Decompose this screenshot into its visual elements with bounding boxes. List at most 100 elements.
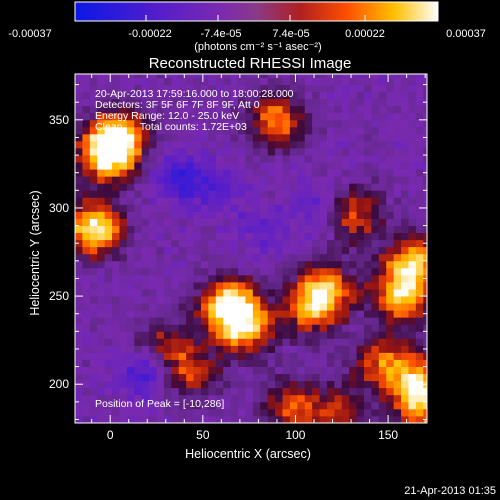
heatmap-cell: [215, 74, 224, 78]
heatmap-cell: [200, 289, 209, 297]
heatmap-cell: [267, 232, 276, 241]
heatmap-cell: [126, 112, 135, 121]
heatmap-cell: [341, 77, 350, 85]
heatmap-cell: [178, 211, 187, 219]
heatmap-cell: [156, 84, 165, 93]
heatmap-cell: [171, 148, 180, 156]
heatmap-cell: [415, 310, 424, 318]
heatmap-cell: [252, 345, 261, 353]
heatmap-cell: [378, 289, 387, 297]
heatmap-cell: [312, 133, 320, 142]
heatmap-cell: [415, 338, 424, 346]
heatmap-cell: [126, 303, 135, 311]
heatmap-cell: [260, 331, 269, 339]
heatmap-cell: [267, 373, 276, 382]
heatmap-cell: [408, 373, 417, 382]
heatmap-cell: [364, 394, 372, 403]
heatmap-cell: [104, 317, 113, 325]
heatmap-cell: [208, 289, 217, 297]
heatmap-cell: [82, 74, 91, 78]
heatmap-cell: [401, 211, 409, 219]
heatmap-cell: [215, 176, 224, 184]
heatmap-cell: [208, 162, 217, 170]
heatmap-cell: [356, 408, 365, 417]
heatmap-cell: [401, 331, 409, 339]
heatmap-cell: [200, 359, 209, 367]
heatmap-cell: [163, 190, 172, 198]
heatmap-cell: [401, 183, 409, 191]
heatmap-cell: [149, 338, 157, 346]
heatmap-cell: [215, 415, 224, 424]
heatmap-cell: [200, 225, 209, 234]
heatmap-cell: [319, 296, 328, 304]
heatmap-cell: [334, 84, 343, 93]
heatmap-cell: [230, 324, 239, 332]
heatmap-cell: [326, 415, 335, 424]
heatmap-cell: [126, 345, 135, 353]
heatmap-cell: [245, 211, 254, 219]
heatmap-cell: [341, 260, 350, 269]
heatmap-cell: [304, 211, 313, 219]
heatmap-cell: [349, 239, 357, 248]
heatmap-cell: [267, 74, 276, 78]
heatmap-cell: [126, 232, 135, 241]
heatmap-cell: [134, 162, 143, 170]
heatmap-cell: [149, 274, 157, 283]
heatmap-cell: [223, 211, 232, 219]
heatmap-cell: [364, 359, 372, 367]
heatmap-cell: [200, 303, 209, 311]
heatmap-cell: [141, 338, 150, 346]
heatmap-cell: [230, 274, 239, 283]
heatmap-cell: [371, 303, 380, 311]
heatmap-cell: [341, 253, 350, 262]
heatmap-cell: [282, 183, 291, 191]
heatmap-cell: [386, 366, 395, 375]
heatmap-cell: [252, 119, 261, 128]
heatmap-cell: [349, 91, 357, 100]
heatmap-cell: [267, 401, 276, 410]
heatmap-cell: [171, 394, 180, 403]
heatmap-cell: [215, 190, 224, 198]
heatmap-cell: [349, 211, 357, 219]
heatmap-cell: [319, 140, 328, 149]
heatmap-cell: [75, 155, 83, 163]
heatmap-cell: [112, 401, 120, 410]
heatmap-cell: [186, 204, 194, 212]
heatmap-cell: [238, 176, 246, 184]
heatmap-cell: [75, 373, 83, 382]
heatmap-cell: [364, 204, 372, 212]
heatmap-cell: [364, 274, 372, 283]
heatmap-cell: [82, 91, 91, 100]
heatmap-cell: [163, 373, 172, 382]
heatmap-cell: [319, 204, 328, 212]
heatmap-cell: [208, 183, 217, 191]
heatmap-cell: [304, 289, 313, 297]
heatmap-cell: [260, 176, 269, 184]
heatmap-cell: [112, 331, 120, 339]
heatmap-cell: [252, 289, 261, 297]
heatmap-cell: [267, 176, 276, 184]
heatmap-cell: [215, 338, 224, 346]
heatmap-cell: [267, 162, 276, 170]
heatmap-cell: [341, 415, 350, 424]
heatmap-cell: [401, 366, 409, 375]
heatmap-cell: [112, 324, 120, 332]
heatmap-cell: [349, 155, 357, 163]
heatmap-cell: [104, 260, 113, 269]
heatmap-cell: [267, 112, 276, 121]
heatmap-cell: [200, 415, 209, 424]
heatmap-cell: [282, 260, 291, 269]
heatmap-cell: [223, 239, 232, 248]
heatmap-cell: [415, 387, 424, 396]
heatmap-cell: [356, 331, 365, 339]
heatmap-cell: [408, 126, 417, 135]
heatmap-cell: [393, 197, 402, 205]
heatmap-cell: [282, 274, 291, 283]
heatmap-cell: [126, 253, 135, 262]
heatmap-cell: [252, 112, 261, 121]
heatmap-cell: [126, 204, 135, 212]
heatmap-cell: [401, 401, 409, 410]
heatmap-cell: [334, 204, 343, 212]
heatmap-cell: [171, 140, 180, 149]
heatmap-cell: [75, 296, 83, 304]
